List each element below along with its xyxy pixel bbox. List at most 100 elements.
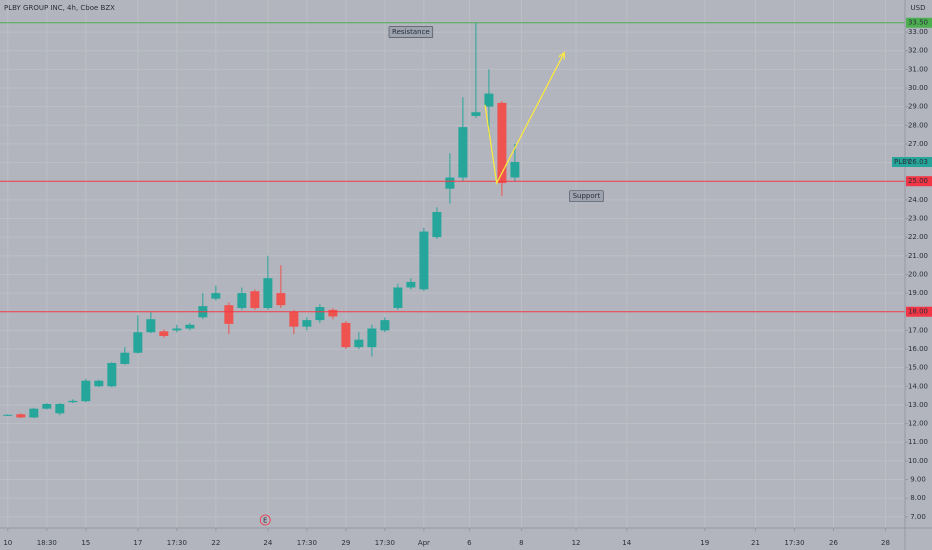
y-tick-label: 19.00 bbox=[908, 289, 928, 297]
candle-body bbox=[289, 311, 299, 327]
y-tick-label: 20.00 bbox=[908, 270, 928, 278]
candle-body bbox=[250, 291, 260, 308]
y-tick-label: 24.00 bbox=[908, 196, 928, 204]
y-tick-label: 8.00 bbox=[910, 494, 926, 502]
y-tick-label: 13.00 bbox=[908, 401, 928, 409]
candle-body bbox=[133, 332, 143, 353]
candle-body bbox=[471, 112, 481, 116]
y-tick-label: 16.00 bbox=[908, 345, 928, 353]
price-label: 25.00 bbox=[908, 177, 928, 185]
x-tick-label: 18:30 bbox=[37, 539, 57, 547]
y-tick-label: 33.00 bbox=[908, 28, 928, 36]
chart-title: PLBY GROUP INC, 4h, Cboe BZX bbox=[4, 4, 115, 12]
annotation-box bbox=[388, 26, 434, 38]
y-tick-label: 30.00 bbox=[908, 84, 928, 92]
y-tick-label: 14.00 bbox=[908, 382, 928, 390]
candle-body bbox=[237, 293, 247, 308]
x-tick-label: 12 bbox=[572, 539, 581, 547]
x-tick-label: 17:30 bbox=[375, 539, 395, 547]
y-tick-label: 12.00 bbox=[908, 420, 928, 428]
candle-body bbox=[484, 93, 494, 107]
y-tick-label: 10.00 bbox=[908, 457, 928, 465]
arrow bbox=[484, 52, 565, 186]
candle-body bbox=[146, 319, 156, 333]
last-price-box bbox=[892, 157, 932, 168]
candle-body bbox=[107, 363, 117, 387]
candle-body bbox=[55, 404, 65, 414]
price-label-box bbox=[906, 306, 932, 317]
x-tick-label: 26 bbox=[829, 539, 838, 547]
x-tick-label: 17:30 bbox=[297, 539, 317, 547]
x-tick-label: 17:30 bbox=[167, 539, 187, 547]
candle-body bbox=[3, 414, 13, 416]
x-tick-label: 15 bbox=[81, 539, 90, 547]
plot: Resistance Support E bbox=[0, 22, 905, 526]
candle-body bbox=[341, 322, 351, 348]
candle-body bbox=[328, 309, 338, 317]
candle-body bbox=[419, 231, 429, 290]
x-tick-label: 28 bbox=[881, 539, 890, 547]
candle-body bbox=[120, 352, 130, 364]
event-label: E bbox=[263, 517, 267, 525]
candle-body bbox=[458, 127, 468, 178]
candle-body bbox=[393, 287, 403, 308]
candle-body bbox=[172, 328, 182, 331]
x-tick-label: 10 bbox=[3, 539, 12, 547]
x-tick-label: Apr bbox=[418, 539, 430, 547]
price-label: 33.50 bbox=[908, 19, 928, 27]
x-tick-label: 17 bbox=[133, 539, 142, 547]
candle-body bbox=[497, 102, 507, 184]
candle-body bbox=[159, 331, 169, 336]
x-tick-label: 8 bbox=[519, 539, 523, 547]
y-tick-label: 21.00 bbox=[908, 252, 928, 260]
y-tick-label: 9.00 bbox=[910, 476, 926, 484]
candle-body bbox=[42, 404, 52, 409]
candle-body bbox=[263, 278, 273, 308]
price-label-box bbox=[906, 176, 932, 187]
y-tick-label: 7.00 bbox=[910, 513, 926, 521]
candle-body bbox=[445, 177, 455, 189]
candle-body bbox=[432, 211, 442, 238]
candle-body bbox=[94, 380, 104, 387]
currency: USD bbox=[911, 4, 926, 12]
candle-body bbox=[211, 293, 221, 299]
candle-body bbox=[68, 400, 78, 403]
annotation: Resistance bbox=[392, 28, 430, 36]
y-tick-label: 11.00 bbox=[908, 438, 928, 446]
candle-body bbox=[302, 320, 312, 327]
candle-body bbox=[16, 414, 26, 418]
x-tick-label: 17:30 bbox=[784, 539, 804, 547]
event-marker bbox=[259, 514, 271, 526]
y-tick-label: 32.00 bbox=[908, 47, 928, 55]
y-tick-label: 17.00 bbox=[908, 326, 928, 334]
price-label: 18.00 bbox=[908, 308, 928, 316]
y-tick-label: 23.00 bbox=[908, 215, 928, 223]
candle-body bbox=[224, 305, 234, 324]
candle-body bbox=[510, 162, 520, 178]
x-tick-label: 29 bbox=[341, 539, 350, 547]
x-tick-label: 6 bbox=[467, 539, 472, 547]
candle-body bbox=[185, 324, 195, 329]
y-tick-label: 27.00 bbox=[908, 140, 928, 148]
last-price-label: 26.03 bbox=[908, 158, 928, 166]
axes: 7.00 8.00 9.00 10.00 11.00 12.00 13.00 14.00 15.… bbox=[3, 17, 932, 547]
annotation-box bbox=[569, 190, 604, 202]
candle-body bbox=[354, 339, 364, 348]
y-tick-label: 31.00 bbox=[908, 65, 928, 73]
annotation: Support bbox=[573, 192, 601, 200]
y-tick-label: 15.00 bbox=[908, 364, 928, 372]
x-tick-label: 19 bbox=[700, 539, 709, 547]
candle-body bbox=[29, 408, 39, 418]
candle-body bbox=[276, 293, 286, 306]
x-tick-label: 24 bbox=[263, 539, 272, 547]
y-tick-label: 22.00 bbox=[908, 233, 928, 241]
candle-body bbox=[315, 307, 325, 321]
x-tick-label: 14 bbox=[622, 539, 631, 547]
candle-body bbox=[406, 281, 416, 288]
candle-body bbox=[380, 320, 390, 331]
last-price-name: PLBY bbox=[894, 158, 912, 166]
arrow-head bbox=[558, 51, 565, 60]
price-label-box bbox=[906, 17, 932, 28]
